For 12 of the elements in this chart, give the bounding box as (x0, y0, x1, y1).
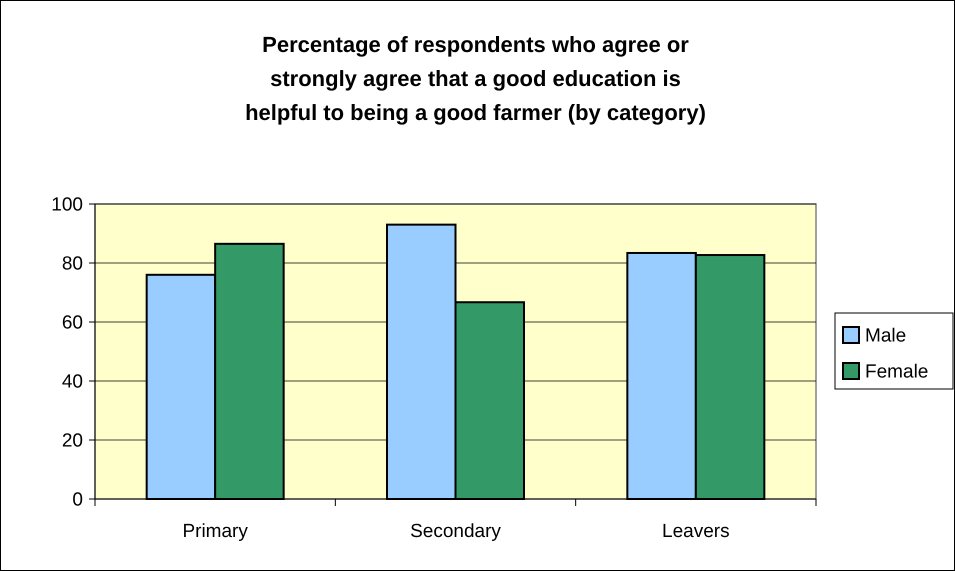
y-tick-label: 0 (72, 490, 83, 511)
y-tick-label: 20 (62, 430, 83, 452)
y-tick-label: 40 (62, 372, 83, 393)
legend-label: Female (865, 362, 928, 383)
legend-label: Male (865, 326, 906, 347)
y-tick-label: 80 (62, 254, 83, 275)
x-tick-label: Primary (182, 521, 248, 542)
chart-title: Percentage of respondents who agree or strongly agree that a good education is helpful to being a good farmer (by category) (245, 32, 706, 125)
x-tick-label: Leavers (662, 521, 730, 542)
y-tick-label: 100 (51, 194, 83, 216)
y-tick-label: 60 (62, 312, 83, 334)
x-tick-label: Secondary (410, 521, 502, 542)
